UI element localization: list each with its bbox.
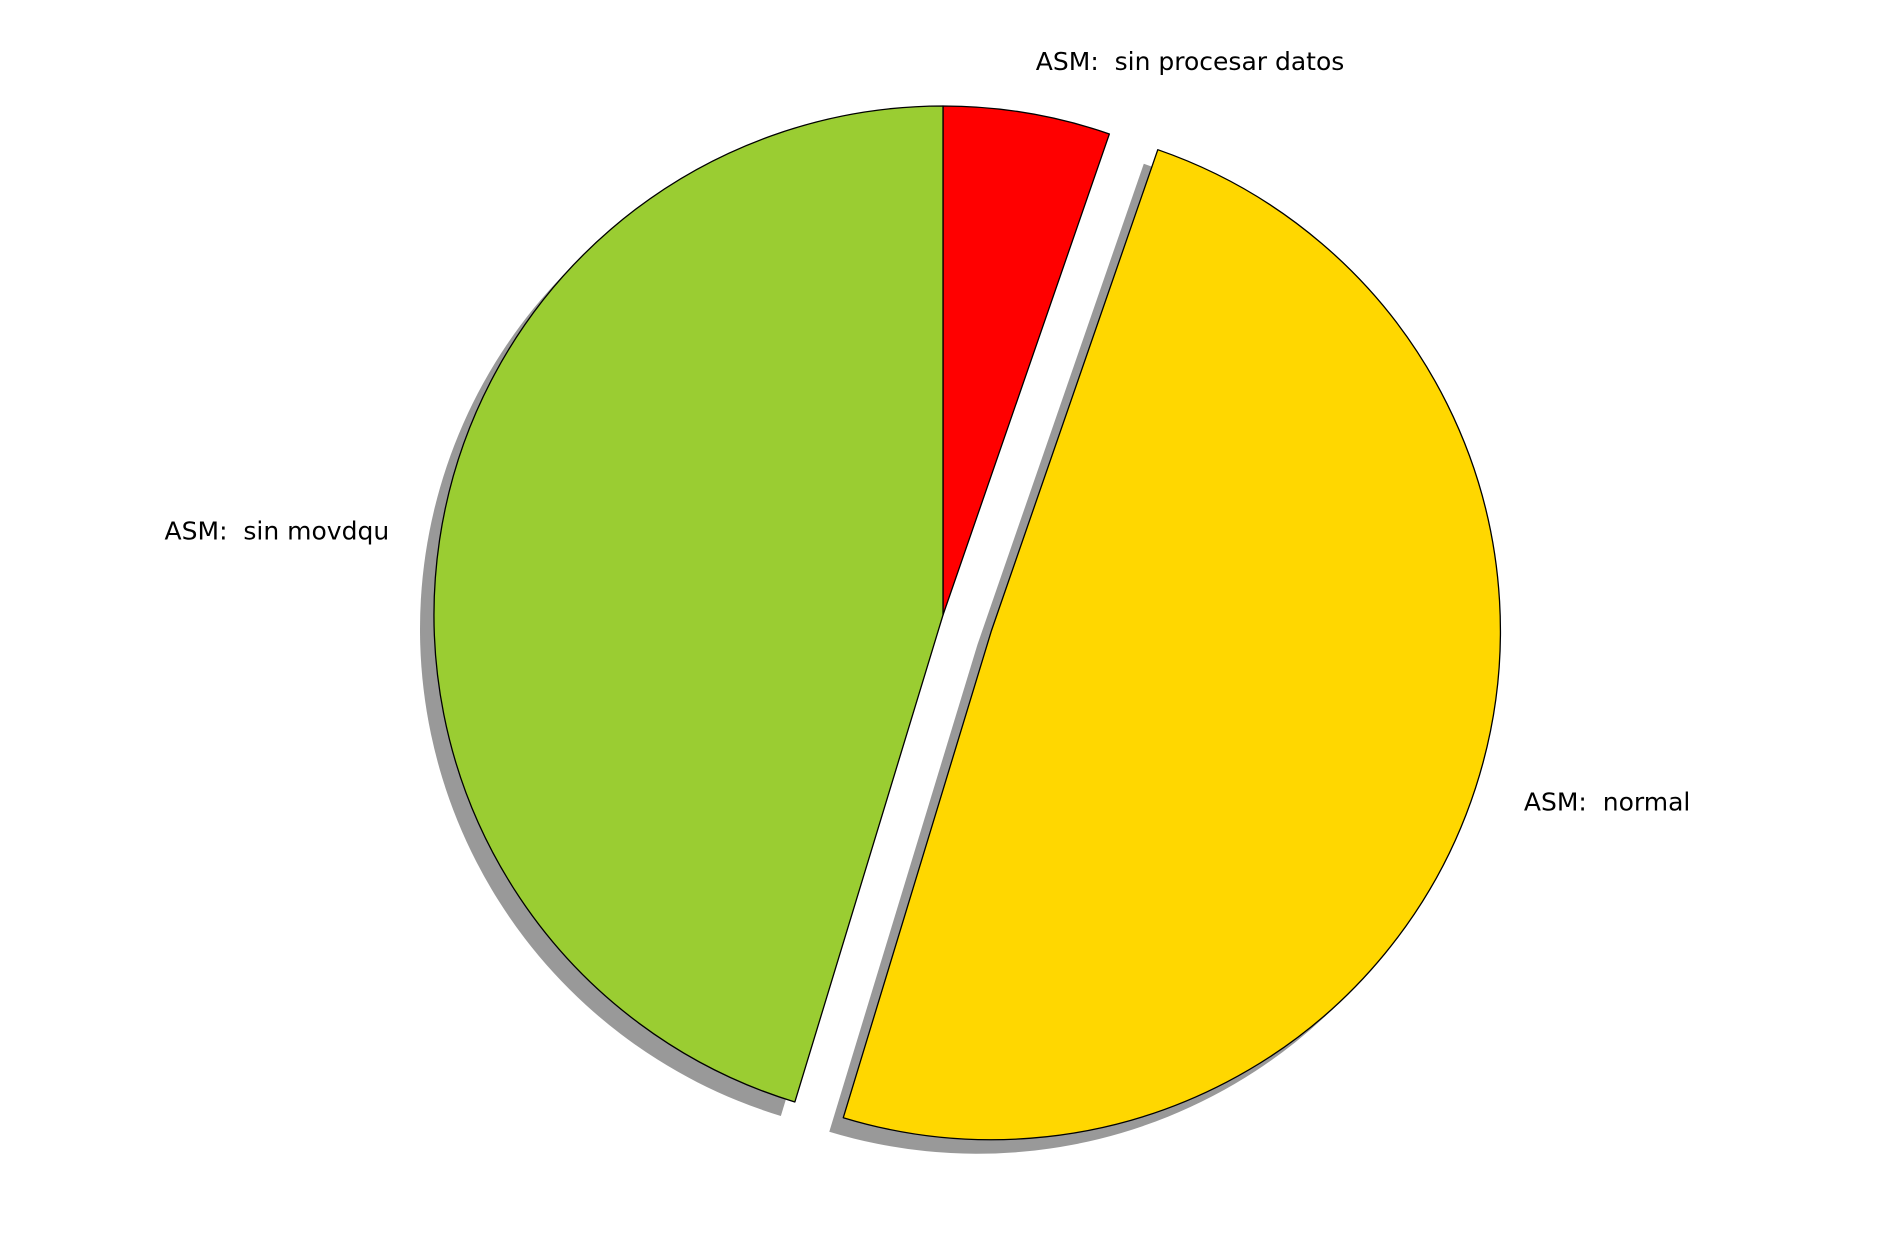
slice-label-sin-movdqu: ASM: sin movdqu <box>165 517 390 546</box>
slice-sin-procesar-datos <box>942 105 1111 616</box>
slice-label-normal: ASM: normal <box>1524 788 1690 817</box>
slice-labels: ASM: sin procesar datos ASM: normal ASM: s… <box>165 47 1691 817</box>
pie-slices <box>433 105 1502 1141</box>
slice-sin-movdqu <box>433 105 944 1103</box>
slice-label-sin-procesar-datos: ASM: sin procesar datos <box>1036 47 1345 76</box>
slice-normal <box>842 149 1502 1141</box>
